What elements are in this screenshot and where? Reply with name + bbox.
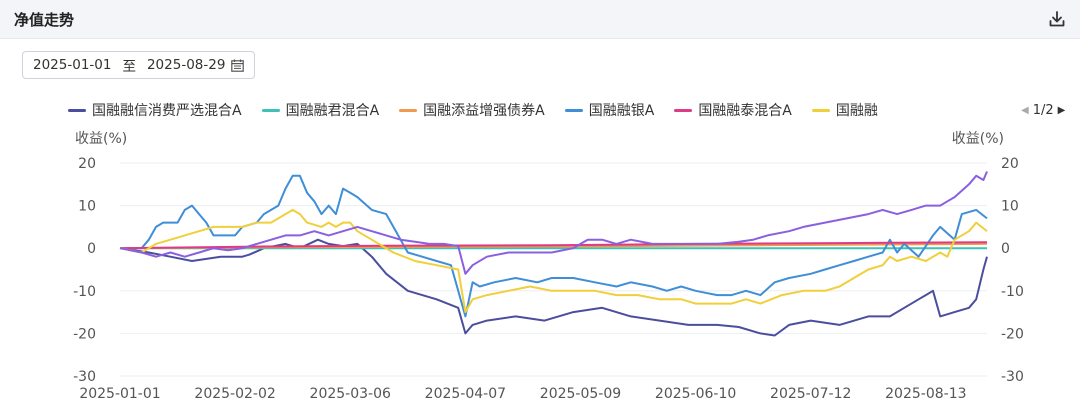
legend-swatch — [399, 108, 418, 112]
date-range-picker[interactable]: 2025-01-01 至 2025-08-29 — [22, 51, 256, 79]
date-range-separator: 至 — [122, 59, 136, 75]
legend-item[interactable]: 国融融银A — [564, 100, 655, 120]
date-range-end: 2025-08-29 — [146, 57, 226, 73]
legend-label: 国融融银A — [588, 103, 655, 119]
x-tick-label: 2025-08-13 — [885, 386, 966, 402]
legend-swatch — [564, 108, 583, 112]
legend-label: 国融融君混合A — [285, 103, 380, 119]
legend-swatch — [261, 108, 280, 112]
x-tick-label: 2025-02-02 — [194, 386, 275, 402]
legend-page-label: 1/2 — [1032, 102, 1054, 118]
y-tick-label-left: 20 — [78, 156, 96, 172]
y-tick-label-right: -10 — [1001, 284, 1024, 300]
panel-header: 净值走势 — [0, 0, 1080, 39]
series-line — [120, 174, 988, 318]
series-line — [119, 238, 988, 337]
legend-swatch — [811, 108, 830, 112]
y-tick-label-left: 0 — [87, 241, 96, 257]
legend-label: 国融融信消费严选混合A — [92, 103, 242, 119]
download-icon[interactable] — [1048, 10, 1066, 28]
legend-label: 国融添益增强债券A — [423, 103, 545, 119]
calendar-icon[interactable] — [231, 59, 245, 72]
legend-item[interactable]: 国融融信消费严选混合A — [68, 100, 242, 120]
y-tick-label-left: -20 — [73, 326, 96, 342]
x-tick-label: 2025-05-09 — [540, 386, 621, 402]
legend-pager: ◀ 1/2 ▶ — [1017, 100, 1069, 120]
series-line — [119, 241, 988, 250]
legend-item[interactable]: 国融添益增强债券A — [399, 100, 545, 120]
x-tick-label: 2025-01-01 — [79, 386, 160, 402]
series-line — [119, 208, 988, 314]
panel-title: 净值走势 — [14, 11, 75, 29]
x-tick-label: 2025-04-07 — [425, 386, 506, 402]
y-axis-title-right: 收益(%) — [952, 131, 1004, 147]
chart-legend: 国融融信消费严选混合A 国融融君混合A 国融添益增强债券A 国融融银A 国融融泰混合A 国… — [68, 96, 1013, 122]
legend-item[interactable]: 国融融君混合A — [261, 100, 380, 120]
y-tick-label-left: -10 — [73, 284, 96, 300]
legend-swatch — [68, 108, 86, 112]
x-tick-label: 2025-03-06 — [310, 386, 391, 402]
legend-label: 国融融 — [835, 103, 878, 119]
y-tick-label-right: 10 — [1001, 199, 1019, 215]
y-axis-title-left: 收益(%) — [75, 131, 127, 147]
series-line — [119, 171, 988, 275]
legend-swatch — [674, 108, 693, 112]
y-tick-label-right: 20 — [1001, 156, 1019, 172]
y-tick-label-right: 0 — [1001, 241, 1010, 257]
legend-prev-icon[interactable]: ◀ — [1021, 104, 1029, 116]
y-tick-label-right: -20 — [1001, 326, 1024, 342]
legend-next-icon[interactable]: ▶ — [1057, 104, 1066, 116]
y-tick-label-left: -30 — [73, 369, 96, 385]
date-range-start: 2025-01-01 — [33, 57, 112, 73]
x-tick-label: 2025-06-10 — [655, 386, 736, 402]
x-tick-label: 2025-07-12 — [770, 386, 851, 402]
legend-item[interactable]: 国融融 — [811, 100, 878, 120]
legend-label: 国融融泰混合A — [698, 103, 792, 119]
y-tick-label-left: 10 — [78, 199, 96, 215]
y-tick-label-right: -30 — [1001, 369, 1024, 385]
legend-item[interactable]: 国融融泰混合A — [674, 100, 792, 120]
